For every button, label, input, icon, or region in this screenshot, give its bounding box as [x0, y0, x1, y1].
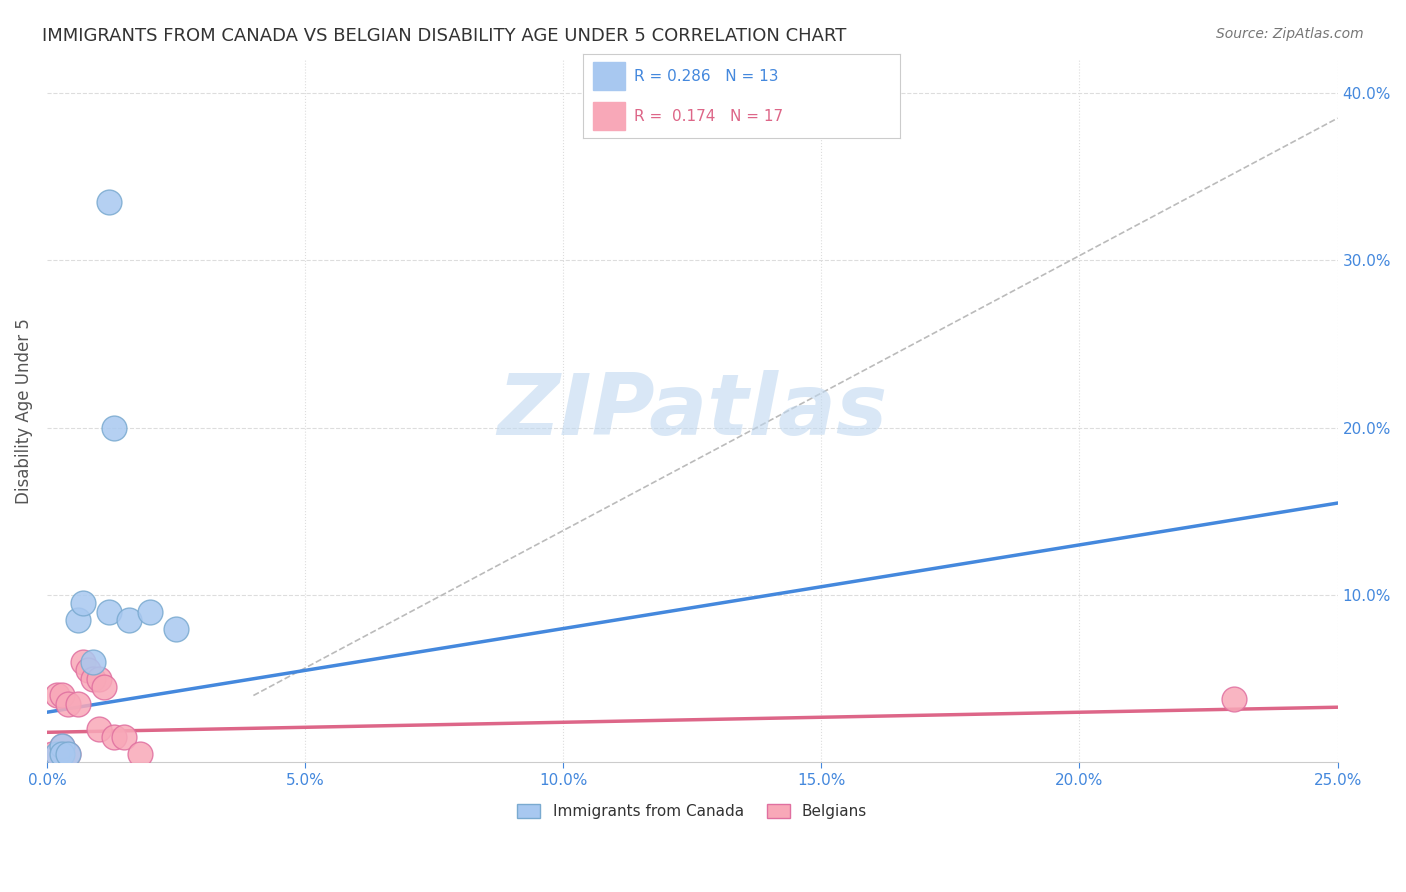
Point	[72, 597, 94, 611]
Text: IMMIGRANTS FROM CANADA VS BELGIAN DISABILITY AGE UNDER 5 CORRELATION CHART: IMMIGRANTS FROM CANADA VS BELGIAN DISABI…	[42, 27, 846, 45]
Point	[112, 731, 135, 745]
Point	[97, 605, 120, 619]
Point	[77, 664, 100, 678]
Text: ZIPatlas: ZIPatlas	[498, 369, 887, 452]
Point	[87, 722, 110, 736]
Point	[51, 739, 73, 753]
Point	[46, 689, 69, 703]
Point	[51, 689, 73, 703]
Point	[51, 739, 73, 753]
Point	[103, 731, 125, 745]
Point	[165, 622, 187, 636]
Y-axis label: Disability Age Under 5: Disability Age Under 5	[15, 318, 32, 504]
Point	[97, 194, 120, 209]
Point	[139, 605, 162, 619]
Text: R =  0.174   N = 17: R = 0.174 N = 17	[634, 109, 783, 124]
Point	[72, 655, 94, 669]
Point	[93, 680, 115, 694]
Point	[87, 672, 110, 686]
Point	[66, 613, 89, 627]
Text: Source: ZipAtlas.com: Source: ZipAtlas.com	[1216, 27, 1364, 41]
Point	[66, 697, 89, 711]
Point	[82, 655, 104, 669]
Point	[82, 672, 104, 686]
Point	[103, 421, 125, 435]
Point	[118, 613, 141, 627]
Point	[41, 747, 63, 761]
Point	[56, 697, 79, 711]
Point	[56, 747, 79, 761]
Legend: Immigrants from Canada, Belgians: Immigrants from Canada, Belgians	[512, 797, 873, 825]
Point	[1223, 691, 1246, 706]
Point	[51, 747, 73, 761]
Point	[128, 747, 150, 761]
Point	[56, 747, 79, 761]
Text: R = 0.286   N = 13: R = 0.286 N = 13	[634, 69, 779, 84]
Point	[46, 747, 69, 761]
Bar	[593, 62, 624, 90]
Bar	[593, 102, 624, 130]
